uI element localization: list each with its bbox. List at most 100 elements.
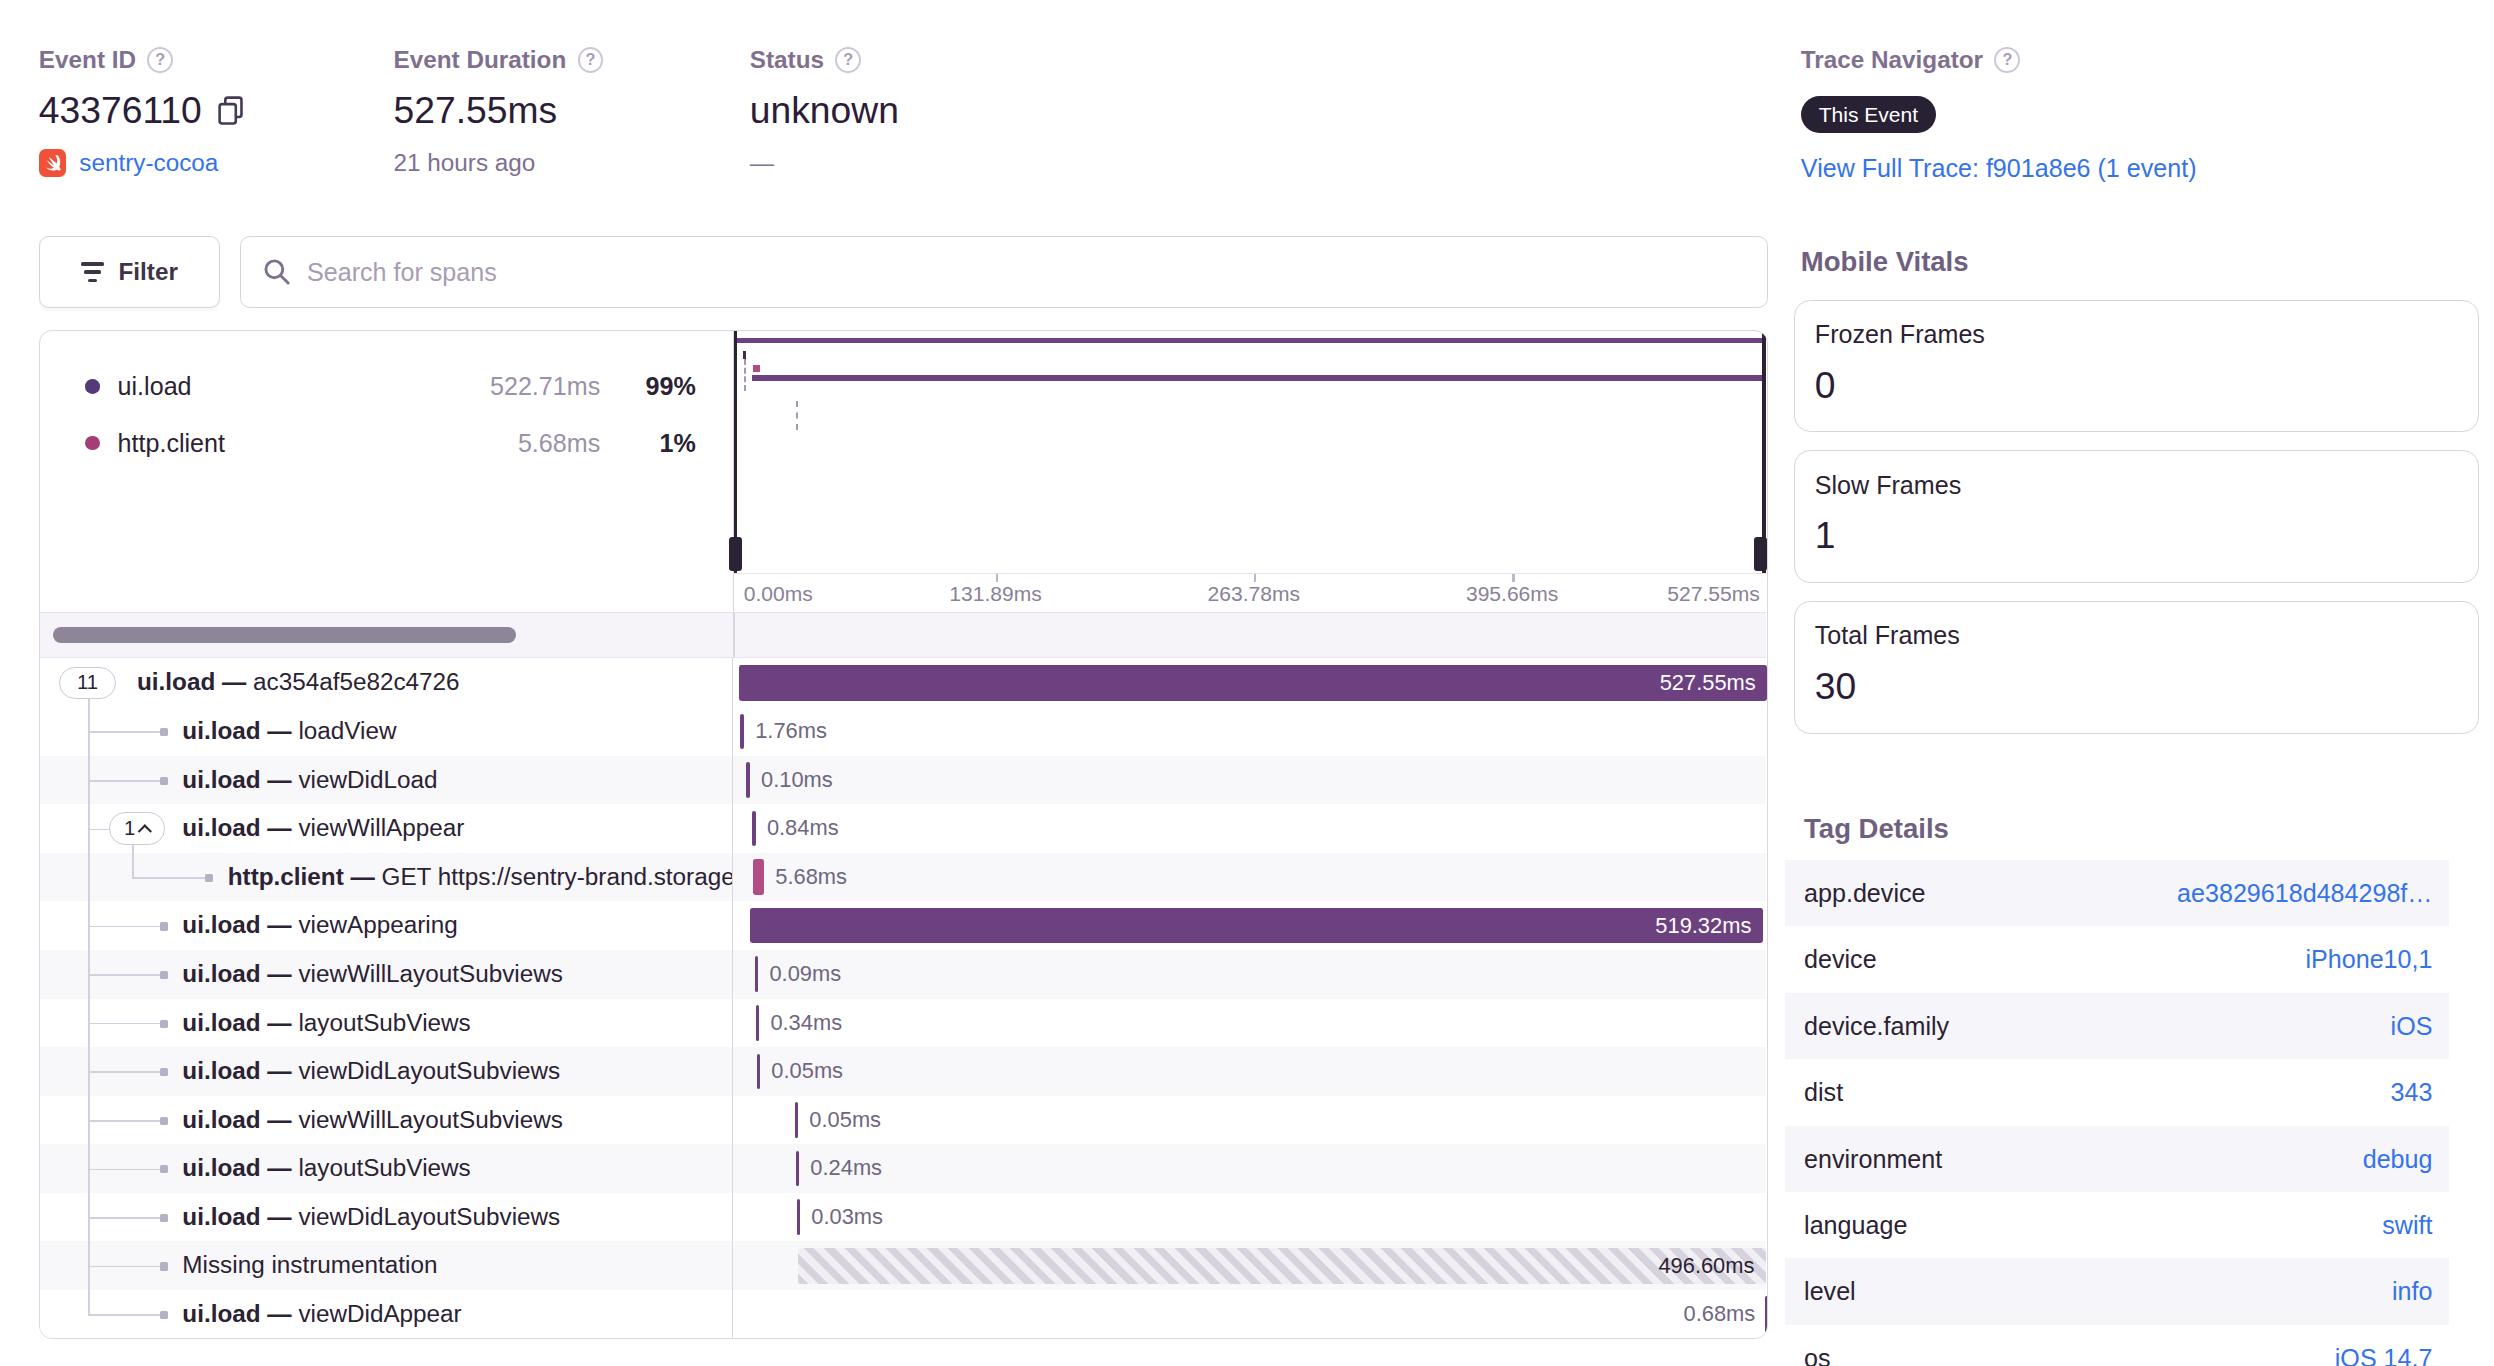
span-bar[interactable]: 519.32ms [750, 908, 1762, 944]
tree-connector [88, 829, 109, 831]
tag-key: device.family [1804, 993, 1949, 1059]
span-tree-cell: ui.load — loadView [40, 707, 733, 756]
span-count-badge[interactable]: 11 [59, 667, 116, 699]
legend-percent: 1% [659, 429, 695, 458]
tag-value[interactable]: iPhone10,1 [2305, 926, 2432, 992]
tree-connector [88, 699, 90, 707]
tree-connector [88, 853, 90, 902]
span-bar[interactable] [753, 859, 764, 895]
tree-connector [132, 877, 205, 879]
legend-item[interactable]: ui.load522.71ms99% [40, 367, 733, 406]
span-row[interactable]: ui.load — loadView1.76ms [40, 707, 1766, 756]
project-link[interactable]: sentry-cocoa [79, 149, 218, 177]
tag-value[interactable]: 343 [2391, 1059, 2433, 1125]
axis-label: 131.89ms [949, 582, 1041, 606]
span-bar-cell: 496.60ms [735, 1241, 1767, 1290]
span-row[interactable]: 1ui.load — viewWillAppear0.84ms [40, 804, 1766, 853]
span-label: ui.load — viewDidLayoutSubviews [182, 1193, 560, 1242]
span-row[interactable]: ui.load — viewDidLayoutSubviews0.05ms [40, 1047, 1766, 1096]
span-duration: 0.03ms [811, 1193, 883, 1242]
span-bar-cell: 0.34ms [735, 999, 1767, 1048]
span-bar-cell: 1.76ms [735, 707, 1767, 756]
span-bar[interactable] [796, 1151, 799, 1187]
legend-duration: 5.68ms [518, 429, 600, 458]
span-row[interactable]: ui.load — viewDidLayoutSubviews 0.03ms [40, 1193, 1766, 1242]
tree-connector [132, 853, 134, 877]
span-bar[interactable] [740, 714, 743, 750]
span-label: ui.load — viewDidLoad [182, 756, 437, 805]
span-bar[interactable] [752, 811, 755, 847]
search-input[interactable]: Search for spans [240, 236, 1769, 307]
search-icon [263, 258, 291, 286]
swift-icon [39, 149, 67, 177]
span-label: ui.load — viewWillLayoutSubviews [182, 950, 563, 999]
tree-dot [160, 1020, 168, 1028]
tag-value[interactable]: swift [2382, 1192, 2432, 1258]
span-bar[interactable] [795, 1102, 798, 1138]
span-row[interactable]: ui.load — viewDidAppear0.68ms [40, 1290, 1766, 1339]
span-duration: 527.55ms [1660, 665, 1756, 701]
span-row[interactable]: ui.load — layoutSubViews0.24ms [40, 1144, 1766, 1193]
help-icon[interactable]: ? [147, 47, 173, 73]
axis-label: 263.78ms [1208, 582, 1300, 606]
span-label: http.client — GET https://sentry-brand.s… [228, 853, 733, 902]
span-bar[interactable] [757, 1054, 760, 1090]
axis-tick [1254, 574, 1256, 582]
help-icon[interactable]: ? [578, 47, 604, 73]
status-sub: — [750, 149, 774, 177]
view-full-trace-link[interactable]: View Full Trace: f901a8e6 (1 event) [1801, 154, 2197, 183]
span-bar[interactable] [1765, 1296, 1768, 1332]
span-row[interactable]: Missing instrumentation496.60ms [40, 1241, 1766, 1290]
legend-op-name: http.client [118, 429, 225, 458]
minimap-left-drag-handle[interactable] [729, 537, 742, 571]
span-bar-cell: 0.24ms [735, 1144, 1767, 1193]
span-row[interactable]: 11ui.load — ac354af5e82c4726527.55ms [40, 658, 1766, 707]
vital-label: Total Frames [1815, 621, 2459, 650]
filter-icon [81, 262, 104, 281]
copy-icon[interactable] [218, 96, 244, 125]
mobile-vitals-heading: Mobile Vitals [1801, 246, 1969, 278]
scrollbar-thumb[interactable] [53, 627, 516, 643]
span-bar[interactable] [755, 956, 758, 992]
event-id-label: Event ID? [39, 45, 173, 74]
tag-row: dist343 [1785, 1059, 2449, 1125]
tree-connector [88, 780, 159, 782]
span-row[interactable]: ui.load — viewWillLayoutSubviews0.05ms [40, 1096, 1766, 1145]
help-icon[interactable]: ? [1994, 47, 2020, 73]
minimap-right-drag-handle[interactable] [1754, 537, 1767, 571]
status-value: unknown [750, 89, 899, 132]
minimap[interactable] [733, 331, 1768, 572]
tree-connector [88, 731, 159, 733]
legend-item[interactable]: http.client 5.68ms 1% [40, 424, 733, 463]
status-block: Status? [750, 45, 861, 74]
span-row[interactable]: ui.load — viewWillLayoutSubviews0.09ms [40, 950, 1766, 999]
span-duration: 0.68ms [1684, 1290, 1756, 1339]
tree-dot [205, 874, 213, 882]
span-row[interactable]: ui.load — viewAppearing519.32ms [40, 901, 1766, 950]
span-count-badge[interactable]: 1 [109, 812, 164, 844]
tag-key: environment [1804, 1126, 1942, 1192]
span-bar[interactable] [797, 1199, 800, 1235]
tree-dot [160, 777, 168, 785]
tag-value[interactable]: info [2392, 1258, 2432, 1324]
span-bar[interactable]: 527.55ms [739, 665, 1767, 701]
help-icon[interactable]: ? [835, 47, 861, 73]
filter-button[interactable]: Filter [39, 236, 220, 307]
span-bar[interactable]: 496.60ms [798, 1248, 1766, 1284]
tag-value[interactable]: iOS [2391, 993, 2433, 1059]
span-row[interactable]: http.client — GET https://sentry-brand.s… [40, 853, 1766, 902]
span-duration: 496.60ms [1658, 1248, 1754, 1284]
span-label: ui.load — viewWillLayoutSubviews [182, 1096, 563, 1145]
tree-dot [160, 728, 168, 736]
span-bar[interactable] [756, 1005, 759, 1041]
tag-value[interactable]: debug [2363, 1126, 2433, 1192]
tree-connector [88, 1266, 159, 1268]
tag-value[interactable]: iOS 14.7 [2335, 1325, 2433, 1366]
tag-value[interactable]: ae3829618d484298f… [2177, 860, 2432, 926]
span-waterfall-panel: ui.load522.71ms99% http.client 5.68ms 1% 0.… [39, 330, 1769, 1339]
span-row[interactable]: ui.load — viewDidLoad0.10ms [40, 756, 1766, 805]
span-bar[interactable] [746, 762, 749, 798]
tag-details-heading: Tag Details [1804, 813, 1949, 845]
span-row[interactable]: ui.load — layoutSubViews0.34ms [40, 999, 1766, 1048]
vital-label: Frozen Frames [1815, 320, 2459, 349]
